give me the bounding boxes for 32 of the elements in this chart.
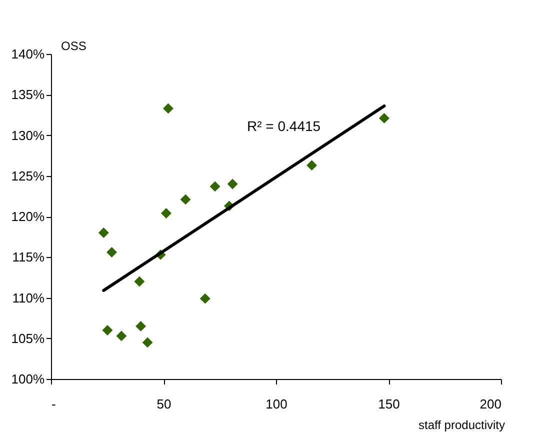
x-axis-title: staff productivity — [418, 418, 505, 432]
x-tick-label: 200 — [480, 396, 502, 412]
point — [378, 112, 390, 124]
y-tick-label: 130% — [11, 128, 45, 143]
y-tick-label: 140% — [11, 46, 45, 62]
point — [102, 325, 113, 336]
point — [227, 178, 238, 190]
point — [210, 181, 220, 192]
x-tick-label: 100 — [266, 396, 288, 412]
point — [142, 337, 153, 348]
point — [162, 103, 174, 114]
x-tick-label: - — [52, 396, 56, 412]
y-tick-label: 105% — [11, 330, 45, 346]
y-tick-label: 125% — [11, 168, 45, 184]
point — [116, 330, 127, 342]
y-tick-label: 110% — [12, 290, 45, 306]
point — [136, 320, 146, 332]
point — [306, 160, 318, 171]
point — [98, 228, 109, 238]
point — [134, 276, 145, 287]
y-tick-label: 135% — [11, 87, 45, 102]
annotation: R² = 0.4415 — [247, 118, 321, 134]
y-tick-label: 120% — [11, 209, 45, 224]
y-axis-title: OSS — [61, 39, 86, 53]
y-tick-label: 100% — [11, 372, 45, 386]
x-tick-label: 50 — [156, 396, 172, 412]
x-tick-label: 150 — [378, 396, 400, 412]
y-tick-label: 115% — [12, 250, 45, 265]
point — [180, 194, 191, 205]
point — [106, 247, 117, 258]
point — [200, 293, 210, 304]
point — [160, 208, 172, 218]
